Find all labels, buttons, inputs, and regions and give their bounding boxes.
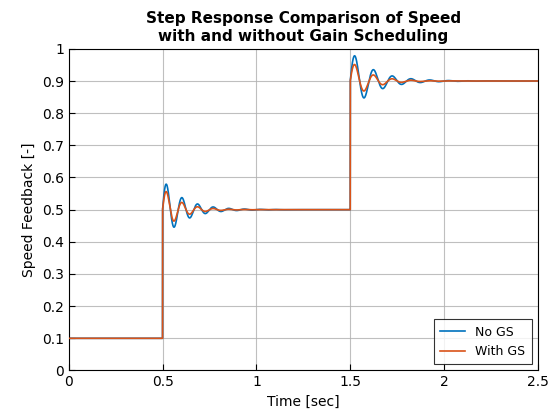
No GS bbox=[363, 88, 370, 93]
No GS bbox=[66, 336, 72, 341]
Y-axis label: Speed Feedback [-]: Speed Feedback [-] bbox=[22, 142, 36, 277]
With GS bbox=[235, 207, 242, 213]
Line: With GS: With GS bbox=[69, 65, 538, 338]
Title: Step Response Comparison of Speed
with and without Gain Scheduling: Step Response Comparison of Speed with a… bbox=[146, 11, 461, 44]
With GS bbox=[413, 79, 420, 84]
No GS bbox=[89, 336, 96, 341]
Line: No GS: No GS bbox=[69, 56, 538, 338]
No GS bbox=[438, 79, 445, 84]
With GS bbox=[66, 336, 72, 341]
X-axis label: Time [sec]: Time [sec] bbox=[267, 395, 340, 409]
With GS bbox=[89, 336, 96, 341]
With GS bbox=[535, 79, 542, 84]
With GS bbox=[351, 62, 358, 67]
No GS bbox=[535, 79, 542, 84]
Legend: No GS, With GS: No GS, With GS bbox=[434, 320, 531, 364]
No GS bbox=[343, 207, 350, 212]
No GS bbox=[235, 208, 242, 213]
No GS bbox=[413, 79, 420, 84]
With GS bbox=[438, 79, 445, 84]
No GS bbox=[351, 53, 358, 58]
With GS bbox=[343, 207, 350, 212]
With GS bbox=[363, 84, 370, 89]
